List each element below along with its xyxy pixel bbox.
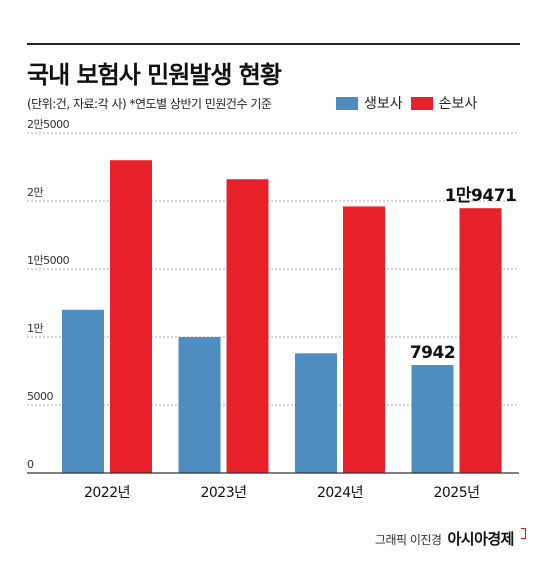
bar-nonlife-1 — [226, 179, 269, 474]
bar-nonlife-3 — [459, 208, 502, 473]
bar-life-3 — [411, 364, 454, 473]
y-tick-label: 2만 — [27, 186, 43, 199]
bar-nonlife-2 — [343, 206, 385, 473]
legend-swatch-nonlife — [410, 96, 433, 110]
y-tick-label: 1만 — [27, 322, 43, 335]
chart-title: 국내 보험사 민원발생 현황 — [27, 61, 282, 89]
legend: 생보사 손보사 — [336, 93, 477, 113]
bar-life-1 — [178, 337, 221, 473]
data-label: 1만9471 — [445, 186, 517, 206]
y-tick-label: 5000 — [27, 390, 53, 403]
legend-item-life: 생보사 — [336, 93, 403, 113]
bar-nonlife-0 — [110, 160, 152, 473]
credit: 그래픽 이진경 아시아경제 — [375, 528, 526, 549]
legend-label-life: 생보사 — [364, 96, 403, 112]
y-tick-label: 0 — [27, 458, 34, 471]
top-rule — [27, 43, 520, 45]
brand-mark-icon — [521, 528, 526, 539]
credit-brand: 아시아경제 — [447, 530, 514, 548]
x-tick-label: 2024년 — [317, 485, 363, 501]
y-tick-label: 1만5000 — [27, 254, 70, 267]
x-tick-label: 2023년 — [200, 485, 246, 501]
bar-life-2 — [295, 353, 337, 473]
y-tick-label: 2만5000 — [27, 118, 70, 131]
chart-subtitle: (단위:건, 자료:각 사) *연도별 상반기 민원건수 기준 — [27, 97, 272, 111]
x-tick-label: 2022년 — [84, 485, 130, 501]
data-label: 7942 — [410, 343, 455, 363]
bar-life-0 — [62, 309, 104, 473]
credit-text: 그래픽 이진경 — [374, 533, 442, 547]
legend-item-nonlife: 손보사 — [410, 93, 478, 113]
legend-label-nonlife: 손보사 — [438, 96, 478, 112]
x-tick-label: 2025년 — [433, 485, 479, 501]
legend-swatch-life — [336, 96, 358, 110]
